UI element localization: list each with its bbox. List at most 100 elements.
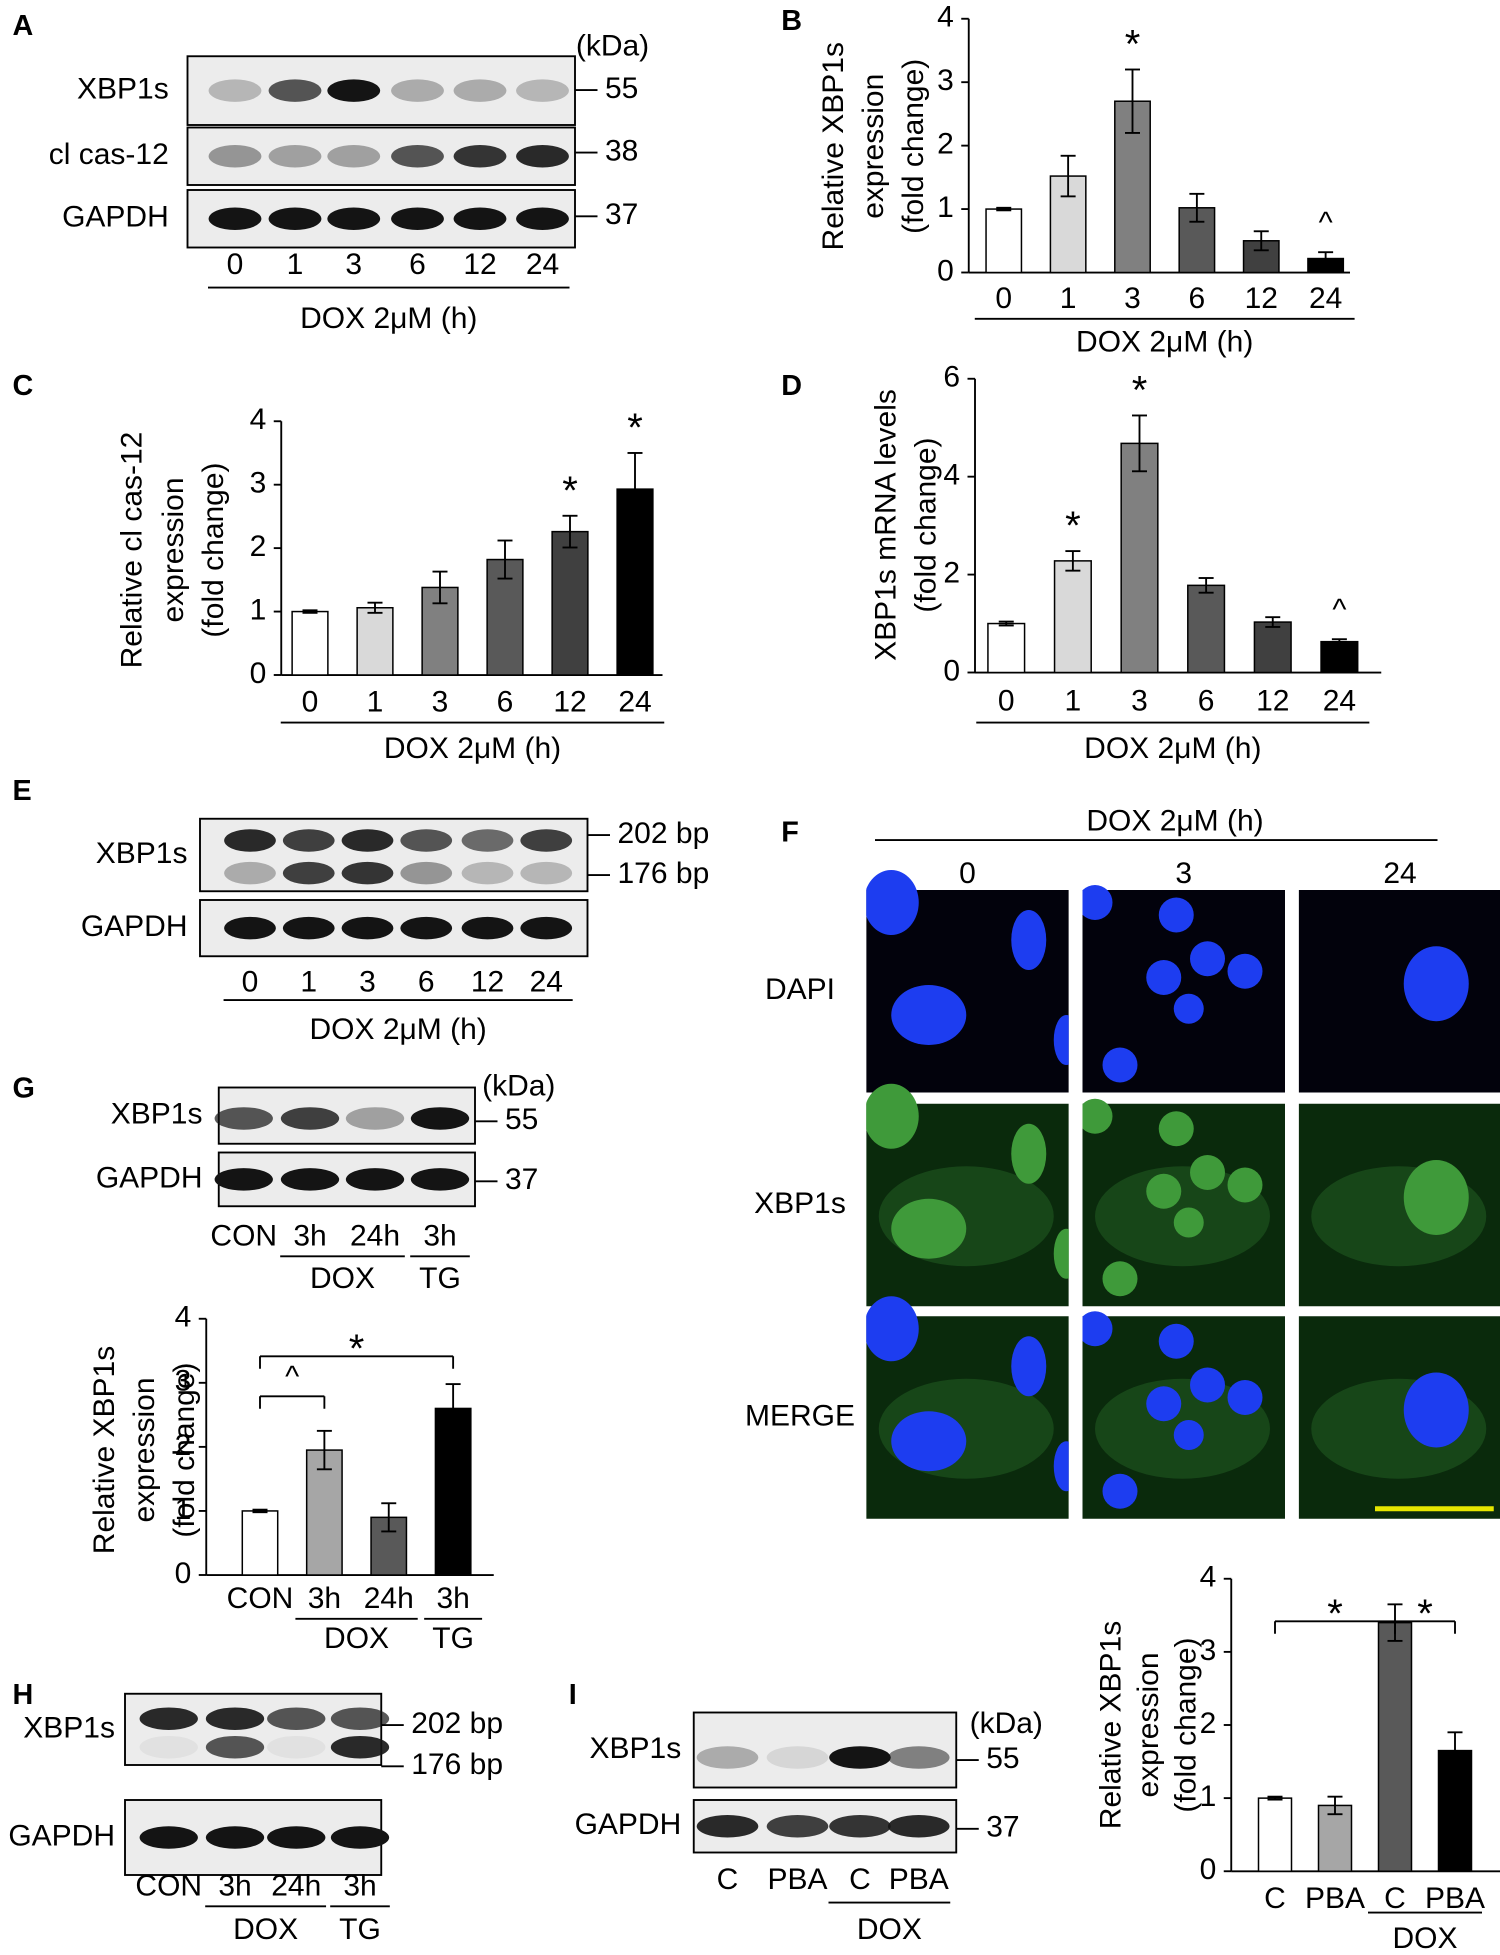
y-tick-label: 0 xyxy=(250,657,267,690)
y-tick-label: 4 xyxy=(250,403,267,436)
nucleus xyxy=(1102,1473,1138,1509)
y-axis-label: Relative XBP1s xyxy=(88,1346,121,1554)
lane-label: 3h xyxy=(293,1219,326,1252)
nucleus xyxy=(1082,885,1113,920)
band xyxy=(208,207,262,230)
x-tick-label: 3 xyxy=(1131,684,1148,717)
error-bar xyxy=(432,570,448,605)
band xyxy=(327,145,381,168)
band xyxy=(400,916,453,940)
significance-mark: ^ xyxy=(285,1361,299,1394)
column-label: 3 xyxy=(1175,857,1192,890)
group-label: DOX xyxy=(310,1262,375,1295)
nucleus xyxy=(1011,1123,1047,1184)
y-tick-label: 2 xyxy=(937,128,954,161)
nucleus xyxy=(1403,1372,1469,1448)
band xyxy=(400,861,453,885)
band xyxy=(214,1168,273,1191)
band xyxy=(139,1826,198,1849)
y-tick-label: 6 xyxy=(943,361,960,394)
micrograph xyxy=(1298,1103,1500,1307)
y-axis-label: Relative cl cas-12 xyxy=(116,432,149,669)
y-tick-label: 1 xyxy=(937,191,954,224)
nucleus xyxy=(1190,1155,1225,1190)
row-label: GAPDH xyxy=(8,1819,115,1852)
bar xyxy=(985,208,1023,274)
error-bar xyxy=(1065,550,1081,572)
lane-label: 12 xyxy=(463,248,496,281)
y-tick-label: 1 xyxy=(1200,1780,1217,1813)
y-axis-label: (fold change) xyxy=(168,1362,201,1537)
nucleus xyxy=(1227,1380,1263,1415)
row-label: XBP1s xyxy=(77,73,169,106)
lane-label: 24 xyxy=(530,966,563,999)
band xyxy=(224,861,276,885)
band xyxy=(330,1826,390,1849)
nucleus xyxy=(1227,953,1263,989)
panel-letter: H xyxy=(13,1679,34,1711)
lane-label: 0 xyxy=(242,966,259,999)
bar xyxy=(1320,640,1359,674)
bar xyxy=(1114,100,1151,274)
y-tick-label: 4 xyxy=(937,1,954,34)
nucleus xyxy=(1190,1367,1225,1403)
x-tick-label: 24 xyxy=(1309,282,1342,315)
y-tick-label: 2 xyxy=(250,530,267,563)
lane-label: CON xyxy=(135,1869,202,1902)
unit-label: (kDa) xyxy=(970,1707,1043,1740)
band xyxy=(267,1707,326,1730)
error-bar xyxy=(1189,192,1205,223)
band xyxy=(520,916,573,940)
panel-letter: B xyxy=(781,5,802,37)
x-tick-label: 0 xyxy=(995,282,1012,315)
significance-mark: * xyxy=(1417,1592,1433,1636)
significance-bracket xyxy=(1394,1620,1456,1634)
nucleus xyxy=(1158,897,1194,933)
bar xyxy=(987,622,1026,674)
x-tick-label: 3 xyxy=(1124,282,1141,315)
nucleus xyxy=(866,870,919,935)
y-tick-label: 2 xyxy=(1200,1707,1217,1740)
group-label: DOX xyxy=(324,1622,389,1655)
x-tick-label: 3h xyxy=(436,1582,469,1615)
significance-mark: * xyxy=(349,1327,365,1371)
y-axis-label: XBP1s mRNA levels xyxy=(869,389,902,661)
y-tick-label: 1 xyxy=(250,593,267,626)
x-tick-label: 1 xyxy=(367,686,384,719)
micrograph xyxy=(1082,1098,1285,1307)
x-tick-label: C xyxy=(1384,1882,1406,1915)
marker-label: 202 bp xyxy=(411,1707,503,1740)
band xyxy=(208,145,262,168)
nucleus xyxy=(1227,1167,1263,1203)
lane-label: 24h xyxy=(271,1869,321,1902)
row-label: GAPDH xyxy=(96,1161,203,1194)
error-bar xyxy=(1198,577,1214,594)
band xyxy=(280,1168,340,1191)
x-tick-label: 12 xyxy=(1256,684,1289,717)
y-axis-label: (fold change) xyxy=(1169,1637,1202,1812)
band xyxy=(391,145,444,168)
lane-label: 3h xyxy=(423,1219,456,1252)
group-label: DOX xyxy=(1392,1922,1457,1955)
band xyxy=(410,1168,470,1191)
marker-label: 55 xyxy=(986,1742,1019,1775)
lane-label: PBA xyxy=(889,1863,949,1896)
error-bar xyxy=(1265,616,1281,628)
x-tick-label: 6 xyxy=(1198,684,1215,717)
significance-mark: ^ xyxy=(1332,594,1346,627)
nucleus xyxy=(891,1198,967,1259)
row-label: GAPDH xyxy=(575,1808,682,1841)
bar xyxy=(1053,560,1092,674)
band xyxy=(696,1815,759,1838)
error-bar xyxy=(562,514,578,549)
column-label: 24 xyxy=(1383,857,1416,890)
band xyxy=(205,1707,265,1730)
nucleus xyxy=(1082,1311,1113,1347)
group-label: DOX xyxy=(857,1913,922,1946)
lane-label: 24h xyxy=(350,1219,400,1252)
band xyxy=(282,829,335,852)
marker-label: 202 bp xyxy=(618,817,710,850)
y-tick-label: 0 xyxy=(937,254,954,287)
band xyxy=(520,829,573,852)
micrograph xyxy=(1082,1311,1285,1519)
